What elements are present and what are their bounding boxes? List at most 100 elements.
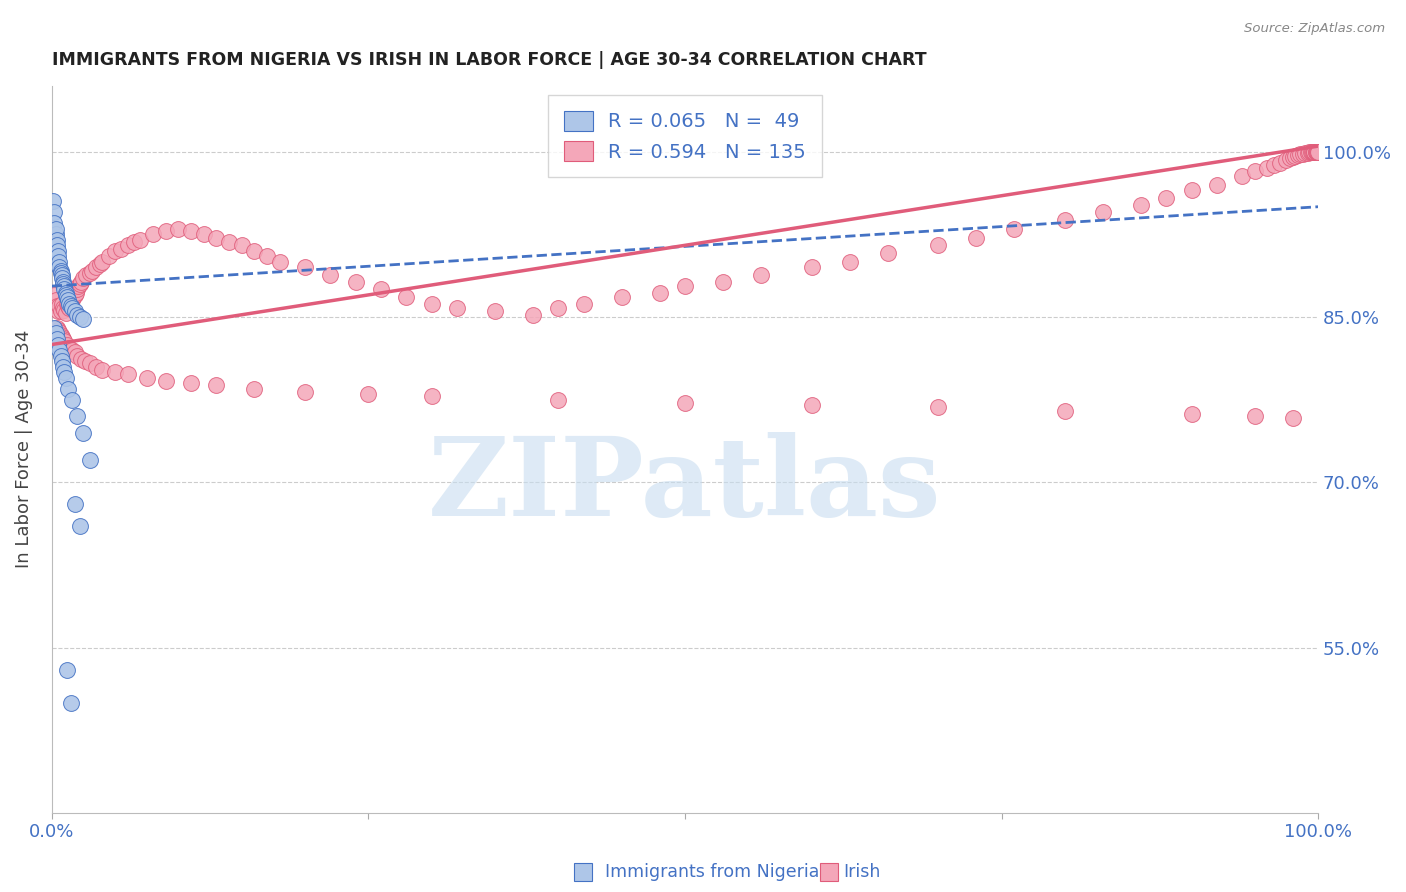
Point — [294, 260, 316, 275]
Point — [51, 297, 73, 311]
Point — [1308, 145, 1330, 159]
Point — [58, 299, 80, 313]
Point — [838, 255, 860, 269]
Point — [1302, 145, 1324, 159]
Point — [72, 312, 94, 326]
Point — [1303, 145, 1326, 159]
Text: IMMIGRANTS FROM NIGERIA VS IRISH IN LABOR FORCE | AGE 30-34 CORRELATION CHART: IMMIGRANTS FROM NIGERIA VS IRISH IN LABO… — [52, 51, 927, 69]
Point — [1243, 164, 1265, 178]
Point — [45, 221, 67, 235]
Point — [79, 453, 101, 467]
Point — [48, 299, 70, 313]
Point — [69, 310, 91, 324]
Point — [1308, 145, 1330, 159]
Point — [58, 293, 80, 308]
Point — [1292, 146, 1315, 161]
Point — [45, 321, 67, 335]
Y-axis label: In Labor Force | Age 30-34: In Labor Force | Age 30-34 — [15, 330, 32, 568]
Point — [1289, 146, 1312, 161]
Point — [52, 332, 75, 346]
Point — [484, 304, 506, 318]
Point — [142, 227, 165, 242]
Point — [1281, 411, 1303, 425]
Point — [319, 268, 342, 282]
Point — [673, 279, 696, 293]
Point — [155, 224, 177, 238]
Point — [52, 359, 75, 374]
Point — [117, 238, 139, 252]
Text: Immigrants from Nigeria: Immigrants from Nigeria — [605, 863, 818, 881]
Point — [48, 260, 70, 275]
Point — [60, 301, 83, 315]
Point — [66, 282, 89, 296]
Point — [45, 238, 67, 252]
Point — [72, 271, 94, 285]
Point — [1053, 213, 1076, 227]
Point — [205, 378, 228, 392]
Point — [79, 356, 101, 370]
Point — [53, 303, 76, 318]
Point — [60, 293, 83, 308]
Point — [1305, 145, 1327, 159]
Point — [46, 249, 69, 263]
Point — [1279, 151, 1302, 165]
Point — [48, 255, 70, 269]
Point — [45, 326, 67, 341]
Point — [231, 238, 253, 252]
Point — [104, 244, 127, 258]
Point — [70, 351, 93, 366]
Point — [45, 332, 67, 346]
Point — [67, 279, 90, 293]
Point — [117, 368, 139, 382]
Point — [59, 297, 82, 311]
Point — [1301, 145, 1323, 159]
Point — [59, 696, 82, 710]
Point — [46, 304, 69, 318]
Point — [446, 301, 468, 315]
Point — [66, 349, 89, 363]
Point — [65, 285, 87, 300]
Point — [1256, 161, 1278, 176]
Point — [97, 249, 120, 263]
Point — [648, 285, 671, 300]
Point — [45, 233, 67, 247]
Point — [193, 227, 215, 242]
Point — [51, 271, 73, 285]
Point — [122, 235, 145, 249]
Legend: R = 0.065   N =  49, R = 0.594   N = 135: R = 0.065 N = 49, R = 0.594 N = 135 — [548, 95, 821, 178]
Point — [269, 255, 291, 269]
Point — [1298, 145, 1320, 159]
Point — [104, 365, 127, 379]
Point — [155, 374, 177, 388]
Point — [965, 230, 987, 244]
Point — [58, 301, 80, 315]
Point — [1303, 145, 1326, 159]
Point — [1296, 145, 1319, 160]
Point — [56, 297, 79, 311]
Point — [63, 497, 86, 511]
Point — [370, 282, 392, 296]
Point — [1230, 169, 1253, 183]
Point — [1263, 158, 1285, 172]
Point — [44, 216, 66, 230]
Point — [44, 288, 66, 302]
Point — [1002, 221, 1025, 235]
Point — [129, 233, 152, 247]
Point — [53, 365, 76, 379]
Text: ZIPatlas: ZIPatlas — [429, 432, 942, 539]
Point — [243, 382, 266, 396]
Point — [53, 334, 76, 349]
Point — [110, 242, 132, 256]
Point — [1053, 403, 1076, 417]
Point — [55, 285, 77, 300]
Point — [1284, 149, 1306, 163]
Point — [91, 363, 114, 377]
Point — [91, 255, 114, 269]
Point — [42, 194, 65, 209]
Point — [63, 288, 86, 302]
Point — [51, 268, 73, 282]
Point — [522, 308, 544, 322]
Point — [84, 359, 107, 374]
Text: Source: ZipAtlas.com: Source: ZipAtlas.com — [1244, 22, 1385, 36]
Point — [69, 277, 91, 291]
